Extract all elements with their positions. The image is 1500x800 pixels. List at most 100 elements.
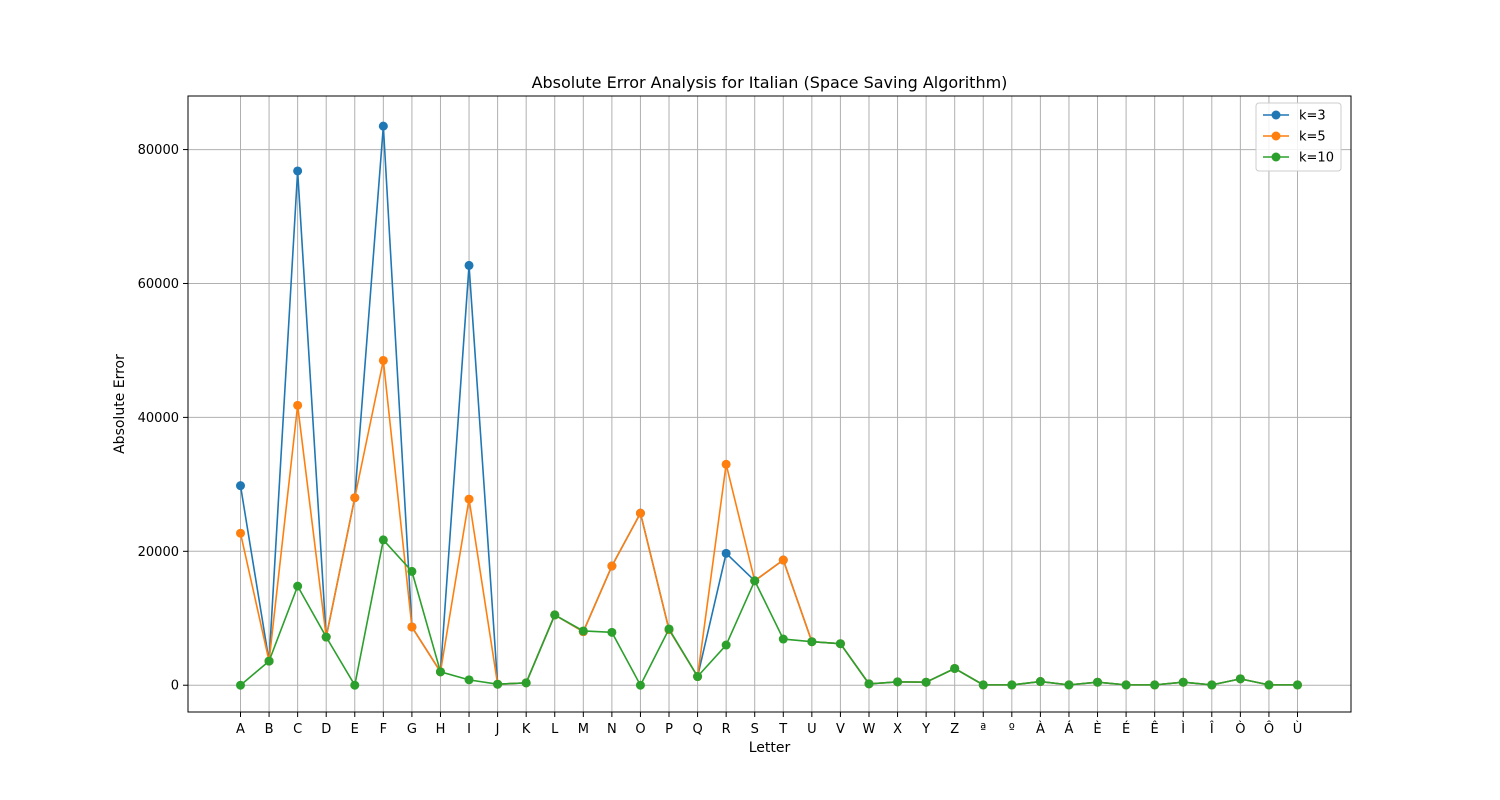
- x-tick-label: I: [467, 722, 471, 737]
- x-tick-label: Q: [692, 722, 702, 737]
- x-tick-label: W: [863, 722, 876, 737]
- x-tick-label: V: [836, 722, 845, 737]
- x-tick-label: M: [578, 722, 589, 737]
- data-point: [721, 548, 731, 558]
- data-point: [550, 610, 560, 620]
- x-tick-label: G: [407, 722, 417, 737]
- data-point: [1150, 680, 1160, 690]
- data-point: [236, 680, 245, 690]
- data-point: [864, 679, 874, 689]
- data-point: [236, 528, 245, 538]
- data-point: [1007, 680, 1017, 690]
- plot-frame: [187, 95, 1352, 713]
- x-tick-label: Ô: [1264, 721, 1274, 737]
- y-tick-label: 80000: [138, 143, 179, 158]
- data-point: [578, 626, 588, 636]
- x-tick-label: L: [551, 722, 559, 737]
- data-point: [407, 622, 417, 632]
- data-point: [664, 624, 674, 634]
- x-tick-label: D: [321, 722, 331, 737]
- data-point: [1293, 680, 1302, 690]
- chart-title: Absolute Error Analysis for Italian (Spa…: [532, 73, 1008, 92]
- grid-layer: [188, 96, 1351, 712]
- data-point: [607, 561, 617, 571]
- series-layer: [236, 121, 1302, 690]
- x-tick-label: J: [495, 722, 500, 737]
- x-axis-label: Letter: [749, 740, 791, 756]
- data-point: [321, 632, 331, 642]
- data-point: [378, 121, 388, 131]
- data-point: [464, 494, 474, 504]
- series-k=10: [236, 535, 1302, 690]
- legend-marker: [1271, 110, 1281, 120]
- data-point: [893, 677, 903, 687]
- data-point: [378, 535, 388, 545]
- data-point: [978, 680, 988, 690]
- legend-label: k=3: [1299, 109, 1326, 124]
- legend-marker: [1271, 152, 1281, 162]
- x-tick-label: Î: [1209, 721, 1214, 737]
- x-tick-label: F: [380, 722, 387, 737]
- data-point: [950, 663, 960, 673]
- legend-label: k=10: [1299, 151, 1334, 166]
- x-tick-label: ª: [980, 722, 986, 737]
- data-point: [778, 634, 788, 644]
- x-tick-label: Ò: [1235, 721, 1245, 737]
- x-tick-label: S: [751, 722, 759, 737]
- x-tick-label: È: [1093, 721, 1101, 737]
- data-point: [1207, 680, 1217, 690]
- y-tick-label: 60000: [138, 277, 179, 292]
- data-point: [264, 656, 274, 666]
- legend-item: k=3: [1263, 109, 1326, 124]
- data-point: [693, 672, 703, 682]
- x-tick-label: É: [1122, 721, 1130, 737]
- x-tick-label: Ì: [1181, 721, 1185, 737]
- x-tick-label: E: [351, 722, 359, 737]
- series-line: [239, 539, 1298, 687]
- x-tick-label: A: [236, 722, 245, 737]
- legend-marker: [1271, 131, 1281, 141]
- data-point: [1178, 677, 1188, 687]
- data-point: [1035, 677, 1045, 687]
- data-point: [236, 481, 245, 491]
- data-point: [293, 400, 303, 410]
- data-point: [807, 637, 817, 647]
- data-point: [407, 566, 417, 576]
- data-point: [1264, 680, 1274, 690]
- data-point: [721, 640, 731, 650]
- data-point: [750, 576, 760, 586]
- data-point: [635, 508, 645, 518]
- data-point: [293, 581, 303, 591]
- x-tick-label: N: [607, 722, 617, 737]
- y-axis-label: Absolute Error: [112, 354, 128, 454]
- x-tick-label: B: [265, 722, 274, 737]
- data-point: [464, 675, 474, 685]
- x-tick-label: P: [665, 722, 673, 737]
- legend-item: k=5: [1263, 130, 1326, 145]
- legend: k=3 k=5 k=10: [1255, 102, 1342, 172]
- data-point: [464, 260, 474, 270]
- x-tick-label: Y: [921, 722, 930, 737]
- x-tick-label: H: [436, 722, 446, 737]
- x-tick-label: Ê: [1151, 721, 1159, 737]
- x-tick-label: À: [1036, 721, 1045, 737]
- x-tick-label: O: [635, 722, 645, 737]
- data-point: [378, 355, 388, 365]
- x-tick-label: K: [522, 722, 531, 737]
- data-point: [921, 677, 931, 687]
- x-tick-label: Z: [950, 722, 959, 737]
- data-point: [350, 680, 360, 690]
- data-point: [350, 493, 360, 503]
- legend-item: k=10: [1263, 151, 1334, 166]
- data-point: [1121, 680, 1131, 690]
- data-point: [1064, 680, 1074, 690]
- x-tick-label: R: [722, 722, 731, 737]
- x-tick-label: X: [893, 722, 902, 737]
- data-point: [721, 459, 731, 469]
- x-tick-label: C: [293, 722, 302, 737]
- x-tick-label: T: [778, 722, 787, 737]
- data-point: [1235, 674, 1245, 684]
